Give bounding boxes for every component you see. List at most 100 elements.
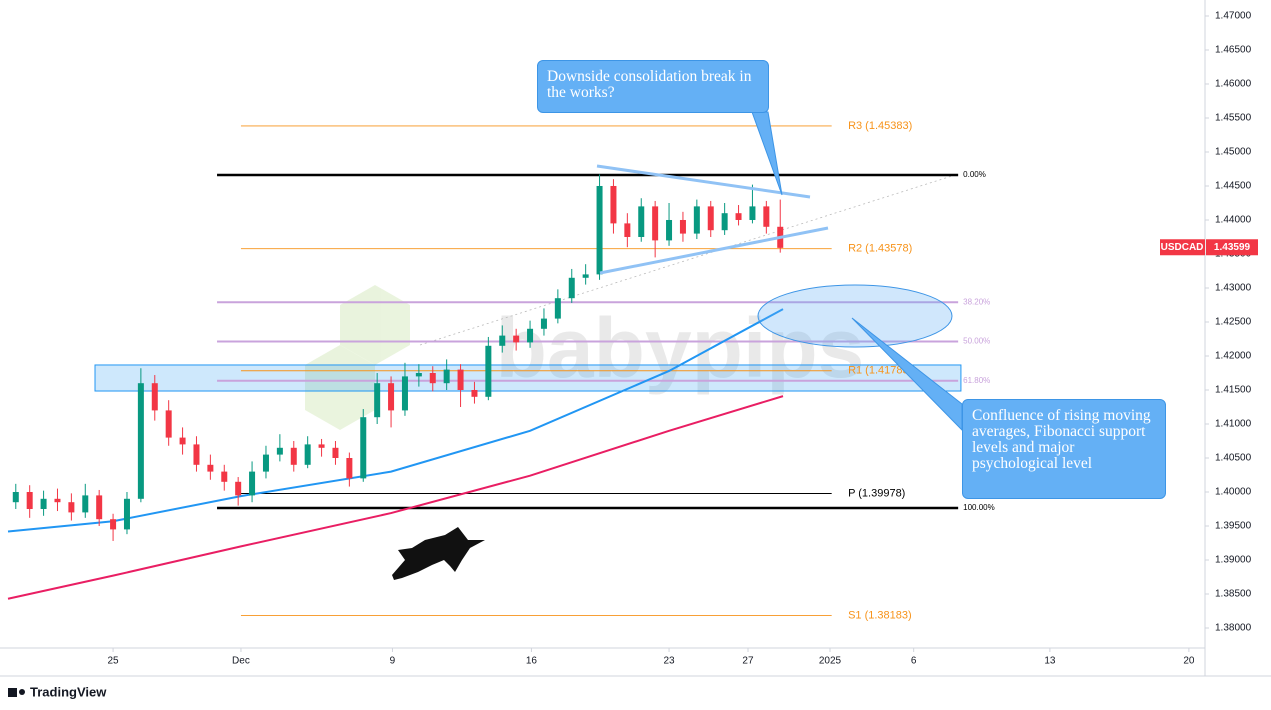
y-tick-label: 1.44000 [1215,215,1252,226]
fib-label: 100.00% [963,503,995,512]
callout-pointer [751,111,783,196]
y-tick-label: 1.38000 [1215,623,1252,634]
watermark-graphic [305,285,410,430]
pivot-label: S1 (1.38183) [848,609,912,621]
candle-body [666,219,673,241]
candle-body [540,318,547,329]
candle-body [262,454,269,472]
trend-guide [419,174,956,346]
candle-body [610,185,617,224]
candle-body [54,498,61,503]
y-tick-label: 1.39500 [1215,521,1252,532]
y-tick-label: 1.38500 [1215,589,1252,600]
y-tick-label: 1.40500 [1215,453,1252,464]
candle-body [693,206,700,234]
candle-body [179,437,186,445]
logo [8,688,25,697]
price-tag [1206,239,1258,256]
candle-body [346,457,353,479]
x-tick-label: 6 [911,656,917,667]
candle-body [82,495,89,513]
pivot-label: R2 (1.43578) [848,243,912,255]
candle-body [499,335,506,346]
candle-body [638,206,645,237]
callout-box: Downside consolidation break in the work… [537,60,769,113]
x-tick-label: 9 [390,656,396,667]
candle-body [388,383,395,411]
price-tag-label: 1.43599 [1214,242,1251,253]
candle-body [485,345,492,397]
candle-body [401,376,408,411]
brand: TradingView [30,684,107,699]
candle-body [652,206,659,241]
candle-body [679,219,686,234]
support-zone [94,364,962,392]
candle-body [68,502,75,513]
candle-body [624,223,631,237]
candle-body [12,492,19,503]
candle-body [374,383,381,418]
y-tick-label: 1.43000 [1215,283,1252,294]
candle-body [40,498,47,510]
symbol-label: USDCAD [1161,242,1204,253]
candle-body [165,410,172,438]
candle-body [582,274,589,278]
x-tick-label: 20 [1183,656,1195,667]
candle-body [443,369,450,384]
moving-average [7,395,784,600]
candle-body [235,481,242,496]
confluence-ellipse [757,284,953,348]
x-tick-label: 23 [663,656,675,667]
x-tick-label: 27 [742,656,754,667]
candle-body [96,495,103,520]
candle-body [415,372,422,377]
y-tick-label: 1.42000 [1215,351,1252,362]
candle-body [707,206,714,231]
candle-body [207,464,214,472]
fib-label: 38.20% [963,297,990,306]
x-tick-label: Dec [232,656,250,667]
candle-body [290,447,297,465]
candle-body [763,206,770,227]
y-tick-label: 1.44500 [1215,181,1252,192]
bull-silhouette [392,527,485,580]
pivot-label: P (1.39978) [848,487,905,499]
candle-body [193,444,200,465]
candle-body [110,519,117,530]
y-tick-label: 1.42500 [1215,317,1252,328]
candle-body [568,277,575,299]
x-tick-label: 25 [108,656,120,667]
candle-body [735,213,742,220]
upper-trendline [596,164,811,199]
plot-area: 0.00% 38.20% 50.00% 61.80% 100.00% R3 (1.4538… [7,120,995,621]
fib-label: 61.80% [963,376,990,385]
y-tick-label: 1.47000 [1215,11,1252,22]
candle-body [360,417,367,479]
candle-body [471,389,478,397]
fib-label: 0.00% [963,170,986,179]
x-tick-label: 16 [526,656,538,667]
candle-body [721,213,728,231]
fib-label: 50.00% [963,337,990,346]
candle-body [123,498,130,530]
candle-body [332,447,339,458]
candle-body [137,383,144,499]
y-tick-label: 1.45000 [1215,147,1252,158]
candle-body [318,444,325,448]
y-tick-label: 1.41000 [1215,419,1252,430]
candle-body [249,471,256,496]
pivot-label: R1 (1.41783) [848,365,912,377]
candle-body [304,444,311,465]
candle-body [527,328,534,343]
y-tick-label: 1.39000 [1215,555,1252,566]
x-tick-label: 2025 [819,656,842,667]
callout-box: Confluence of rising moving averages, Fi… [962,399,1166,499]
y-tick-label: 1.41500 [1215,385,1252,396]
candle-body [596,185,603,275]
y-tick-label: 1.46000 [1215,79,1252,90]
candle-body [749,206,756,220]
candle-body [221,471,228,482]
y-tick-label: 1.46500 [1215,45,1252,56]
